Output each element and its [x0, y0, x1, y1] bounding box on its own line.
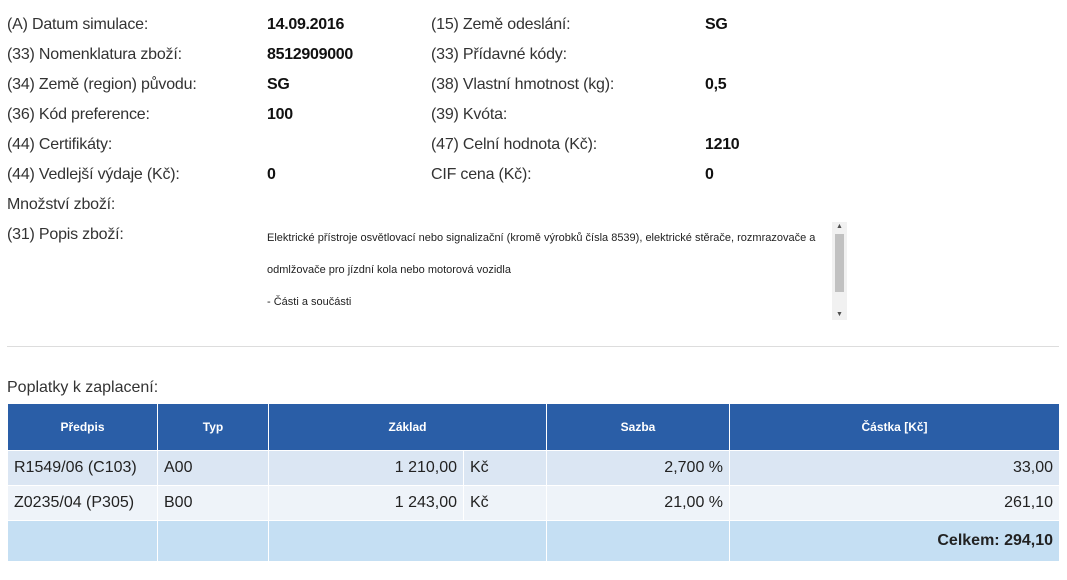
- header-base: Základ: [267, 403, 548, 451]
- description-line: - Části a součásti: [267, 296, 352, 308]
- cell-base: 1 210,00: [268, 450, 464, 486]
- value-country-of-origin: SG: [267, 76, 290, 93]
- cell-regulation: R1549/06 (C103): [7, 450, 158, 486]
- label-quota: (39) Kvóta:: [431, 106, 508, 123]
- total-empty-cell: [267, 520, 548, 562]
- table-row: R1549/06 (C103) A00 1 210,00 Kč 2,700 % …: [7, 450, 1061, 486]
- fees-title: Poplatky k zaplacení:: [7, 379, 159, 396]
- cell-type: B00: [157, 485, 269, 521]
- label-commodity-code: (33) Nomenklatura zboží:: [7, 46, 182, 63]
- label-net-weight: (38) Vlastní hmotnost (kg):: [431, 76, 615, 93]
- cell-amount: 33,00: [729, 450, 1061, 486]
- label-ancillary-costs: (44) Vedlejší výdaje (Kč):: [7, 166, 180, 183]
- value-customs-value: 1210: [705, 136, 740, 153]
- value-simulation-date: 14.09.2016: [267, 16, 345, 33]
- cell-base: 1 243,00: [268, 485, 464, 521]
- value-ancillary-costs: 0: [267, 166, 276, 183]
- value-cif-price: 0: [705, 166, 714, 183]
- label-country-of-origin: (34) Země (region) původu:: [7, 76, 197, 93]
- header-regulation: Předpis: [7, 403, 158, 451]
- scroll-thumb[interactable]: [835, 234, 844, 292]
- label-dispatch-country: (15) Země odeslání:: [431, 16, 571, 33]
- header-rate: Sazba: [546, 403, 731, 451]
- cell-type: A00: [157, 450, 269, 486]
- fees-table: Předpis Typ Základ Sazba Částka [Kč] R15…: [7, 403, 1061, 562]
- header-amount: Částka [Kč]: [729, 403, 1061, 451]
- scroll-down-icon[interactable]: ▼: [836, 311, 843, 318]
- goods-description-box[interactable]: Elektrické přístroje osvětlovací nebo si…: [267, 222, 847, 320]
- label-quantity: Množství zboží:: [7, 196, 116, 213]
- value-dispatch-country: SG: [705, 16, 728, 33]
- cell-rate: 2,700 %: [546, 450, 731, 486]
- table-row: Z0235/04 (P305) B00 1 243,00 Kč 21,00 % …: [7, 485, 1061, 521]
- scroll-up-icon[interactable]: ▲: [836, 223, 843, 230]
- total-empty-cell: [157, 520, 269, 562]
- total-amount: Celkem: 294,10: [729, 520, 1061, 562]
- label-simulation-date: (A) Datum simulace:: [7, 16, 149, 33]
- cell-regulation: Z0235/04 (P305): [7, 485, 158, 521]
- total-empty-cell: [7, 520, 158, 562]
- header-type: Typ: [157, 403, 269, 451]
- value-commodity-code: 8512909000: [267, 46, 353, 63]
- label-preference-code: (36) Kód preference:: [7, 106, 150, 123]
- section-divider: [7, 346, 1059, 347]
- fees-header-row: Předpis Typ Základ Sazba Částka [Kč]: [7, 403, 1061, 451]
- cell-rate: 21,00 %: [546, 485, 731, 521]
- description-scrollbar[interactable]: ▲ ▼: [832, 222, 847, 320]
- value-preference-code: 100: [267, 106, 293, 123]
- cell-currency: Kč: [462, 485, 548, 521]
- label-certificates: (44) Certifikáty:: [7, 136, 113, 153]
- label-customs-value: (47) Celní hodnota (Kč):: [431, 136, 597, 153]
- goods-description-text: Elektrické přístroje osvětlovací nebo si…: [267, 222, 827, 318]
- total-empty-cell: [546, 520, 731, 562]
- total-row: Celkem: 294,10: [7, 520, 1061, 562]
- label-goods-description: (31) Popis zboží:: [7, 226, 124, 243]
- label-additional-codes: (33) Přídavné kódy:: [431, 46, 567, 63]
- cell-amount: 261,10: [729, 485, 1061, 521]
- label-cif-price: CIF cena (Kč):: [431, 166, 532, 183]
- value-net-weight: 0,5: [705, 76, 727, 93]
- description-line: odmlžovače pro jízdní kola nebo motorová…: [267, 264, 511, 276]
- cell-currency: Kč: [462, 450, 548, 486]
- description-line: Elektrické přístroje osvětlovací nebo si…: [267, 232, 816, 244]
